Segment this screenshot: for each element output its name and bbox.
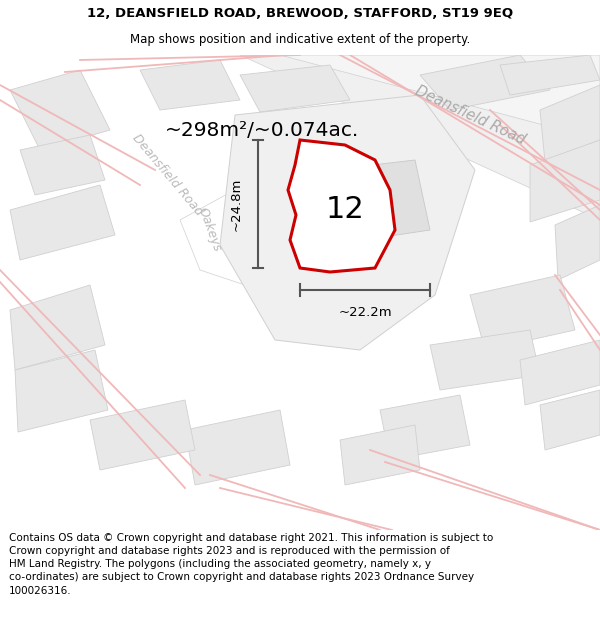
Text: 12: 12: [326, 196, 364, 224]
Polygon shape: [240, 55, 600, 220]
Text: Deansfield Road: Deansfield Road: [413, 83, 527, 147]
Polygon shape: [540, 85, 600, 162]
Polygon shape: [90, 400, 195, 470]
Polygon shape: [220, 95, 475, 350]
Polygon shape: [420, 55, 550, 110]
Text: Map shows position and indicative extent of the property.: Map shows position and indicative extent…: [130, 33, 470, 46]
Polygon shape: [15, 350, 108, 432]
Polygon shape: [520, 340, 600, 405]
Polygon shape: [20, 135, 105, 195]
Polygon shape: [380, 395, 470, 460]
Polygon shape: [555, 205, 600, 280]
Text: Deansfield Road: Deansfield Road: [130, 132, 206, 218]
Polygon shape: [288, 140, 395, 272]
Polygon shape: [185, 410, 290, 485]
Polygon shape: [500, 55, 600, 95]
Polygon shape: [530, 140, 600, 222]
Text: Oakeys: Oakeys: [196, 206, 224, 254]
Polygon shape: [10, 285, 105, 370]
Polygon shape: [140, 60, 240, 110]
Text: ~24.8m: ~24.8m: [229, 177, 242, 231]
Polygon shape: [470, 275, 575, 350]
Polygon shape: [10, 70, 110, 150]
Polygon shape: [340, 425, 420, 485]
Polygon shape: [330, 160, 430, 242]
Text: 12, DEANSFIELD ROAD, BREWOOD, STAFFORD, ST19 9EQ: 12, DEANSFIELD ROAD, BREWOOD, STAFFORD, …: [87, 8, 513, 20]
Polygon shape: [10, 185, 115, 260]
Polygon shape: [280, 55, 600, 180]
Polygon shape: [540, 390, 600, 450]
Polygon shape: [180, 110, 420, 300]
Polygon shape: [430, 330, 540, 390]
Text: Contains OS data © Crown copyright and database right 2021. This information is : Contains OS data © Crown copyright and d…: [9, 533, 493, 596]
Text: ~22.2m: ~22.2m: [338, 306, 392, 319]
Polygon shape: [240, 65, 350, 112]
Text: ~298m²/~0.074ac.: ~298m²/~0.074ac.: [165, 121, 359, 139]
